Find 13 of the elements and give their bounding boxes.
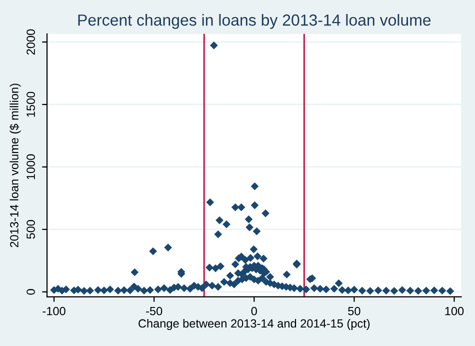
x-tick-label: 50 <box>348 306 360 316</box>
chart-title: Percent changes in loans by 2013-14 loan volume <box>78 14 431 29</box>
y-tick-label: 1500 <box>26 92 35 117</box>
y-tick-label: 1000 <box>26 154 35 180</box>
x-tick-label: 100 <box>445 306 464 316</box>
y-tick-label: 500 <box>26 220 35 239</box>
x-axis-title: Change between 2013-14 and 2014-15 (pct) <box>138 318 370 330</box>
y-axis-title: 2013-14 loan volume ($ million) <box>10 84 21 248</box>
x-tick-label: 0 <box>251 306 257 316</box>
x-tick-label: -50 <box>146 306 162 316</box>
y-tick-label: 2000 <box>26 29 35 55</box>
y-tick-label: 0 <box>26 289 35 295</box>
x-tick-label: -100 <box>42 306 66 316</box>
